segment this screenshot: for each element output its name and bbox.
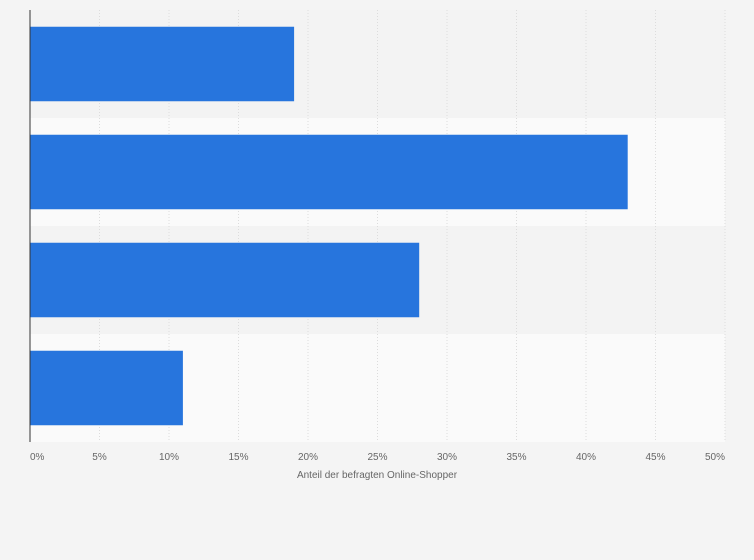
bars <box>30 26 628 426</box>
x-tick-label-0: 0% <box>30 452 45 463</box>
x-tick-label-15: 15% <box>228 452 248 463</box>
x-tick-labels: 0% 5% 10% 15% 20% 25% 30% 35% 40% 45% 50% <box>30 452 725 463</box>
grid-lines <box>99 10 726 442</box>
bar-1[interactable] <box>30 134 628 210</box>
bar-2[interactable] <box>30 242 420 318</box>
x-tick-label-30: 30% <box>437 452 457 463</box>
x-tick-label-50: 50% <box>705 452 725 463</box>
x-tick-label-35: 35% <box>506 452 526 463</box>
x-tick-label-45: 45% <box>645 452 665 463</box>
x-tick-label-20: 20% <box>298 452 318 463</box>
x-tick-label-40: 40% <box>576 452 596 463</box>
bar-0[interactable] <box>30 26 295 102</box>
x-tick-label-5: 5% <box>92 452 107 463</box>
x-axis-title: Anteil der befragten Online-Shopper <box>297 470 458 481</box>
x-tick-label-25: 25% <box>367 452 387 463</box>
x-tick-label-10: 10% <box>159 452 179 463</box>
bar-3[interactable] <box>30 350 183 426</box>
